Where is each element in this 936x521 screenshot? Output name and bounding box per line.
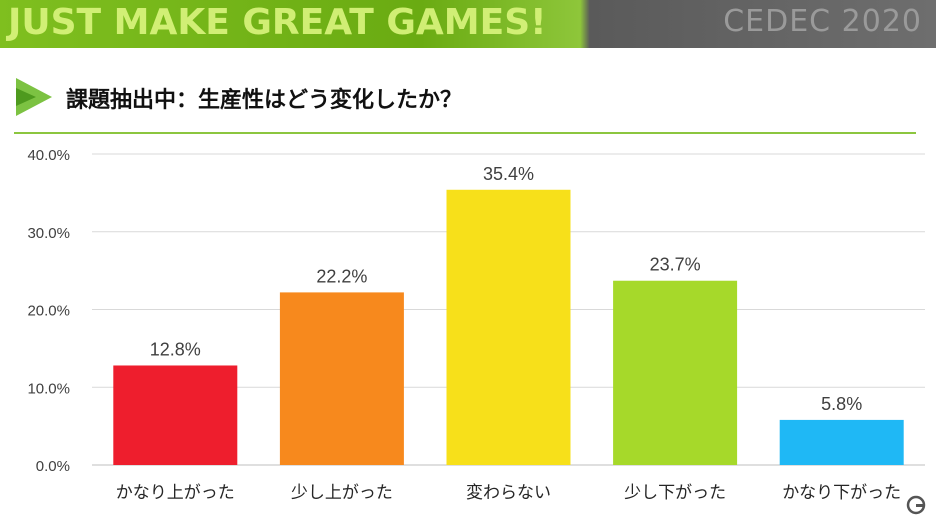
- data-label: 5.8%: [821, 394, 862, 414]
- bar: [446, 189, 571, 465]
- data-label: 12.8%: [150, 339, 201, 359]
- y-tick-label: 40.0%: [27, 147, 70, 164]
- bar: [113, 365, 238, 465]
- data-label: 22.2%: [316, 266, 367, 286]
- bar: [779, 419, 904, 465]
- y-tick-label: 30.0%: [27, 225, 70, 242]
- y-tick-label: 20.0%: [27, 303, 70, 320]
- bar-chart: 0.0% 10.0% 20.0% 30.0% 40.0% 12.8% かなり上がった 22.2…: [27, 147, 925, 503]
- header-banner: JUST MAKE GREAT GAMES! CEDEC 2020: [0, 0, 936, 48]
- category-label: かなり下がった: [782, 483, 901, 503]
- bar: [613, 280, 738, 465]
- y-tick-label: 10.0%: [27, 380, 70, 397]
- title-divider: [14, 132, 916, 134]
- bar: [279, 292, 404, 465]
- data-label: 35.4%: [483, 164, 534, 184]
- slide-title: 課題抽出中：生産性はどう変化したか？: [66, 88, 463, 113]
- category-label: かなり上がった: [116, 483, 235, 503]
- category-label: 少し下がった: [624, 483, 726, 503]
- data-label: 23.7%: [650, 255, 701, 275]
- watermark-logo-icon: [906, 495, 926, 515]
- banner-slogan: JUST MAKE GREAT GAMES!: [8, 2, 547, 43]
- y-tick-label: 0.0%: [36, 458, 70, 475]
- category-label: 少し上がった: [291, 483, 393, 503]
- green-triangle-arrow-icon: [16, 78, 52, 116]
- event-logo: CEDEC 2020: [723, 4, 922, 39]
- category-label: 変わらない: [466, 483, 551, 503]
